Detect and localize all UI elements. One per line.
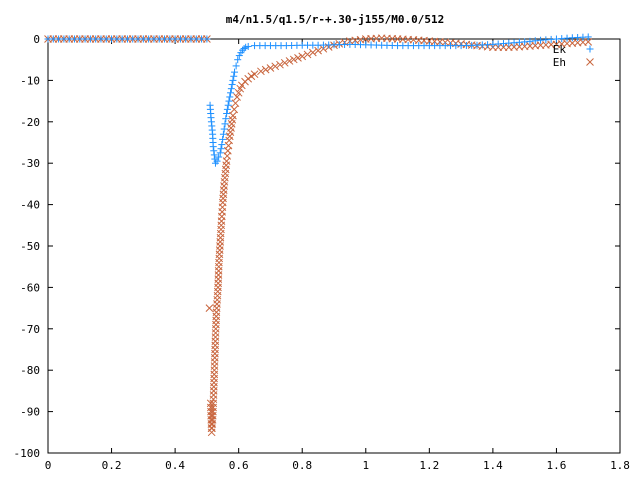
data-point <box>203 35 211 43</box>
data-point <box>219 135 227 143</box>
data-point <box>526 37 534 45</box>
x-tick-label: 0 <box>45 459 52 472</box>
data-point <box>276 60 284 69</box>
y-tick-label: -60 <box>20 281 40 294</box>
data-point <box>230 72 238 80</box>
data-point <box>244 42 252 50</box>
legend-label-eh: Eh <box>553 56 566 69</box>
y-tick-label: 0 <box>33 33 40 46</box>
data-point <box>521 38 529 46</box>
series-layer <box>44 33 593 437</box>
data-point <box>250 70 259 79</box>
y-tick-label: -100 <box>14 447 41 460</box>
data-point <box>261 65 270 74</box>
data-point <box>314 46 322 55</box>
data-point <box>233 93 241 101</box>
y-tick-label: -40 <box>20 199 40 212</box>
data-point <box>213 157 221 165</box>
data-point <box>266 64 275 72</box>
data-point <box>216 149 224 157</box>
x-tick-label: 1 <box>362 459 369 472</box>
x-tick-label: 0.2 <box>102 459 122 472</box>
plot-frame <box>47 38 621 454</box>
data-point <box>209 143 217 151</box>
y-tick-label: -30 <box>20 157 40 170</box>
data-point <box>230 105 239 114</box>
data-point <box>308 48 317 57</box>
data-point <box>210 147 218 155</box>
series-ek <box>44 33 592 167</box>
data-point <box>319 44 328 53</box>
data-point <box>217 145 225 153</box>
data-point <box>229 76 237 84</box>
data-point <box>584 38 593 46</box>
chart-title: m4/n1.5/q1.5/r-+.30-j155/M0.0/512 <box>226 13 445 26</box>
series-eh <box>44 34 593 437</box>
legend-marker-eh <box>586 58 594 66</box>
x-tick-label: 1.8 <box>610 459 630 472</box>
data-point <box>218 141 226 149</box>
data-point <box>220 125 228 133</box>
data-point <box>234 88 243 97</box>
data-point <box>228 81 236 89</box>
data-point <box>231 99 240 108</box>
data-point <box>280 58 289 67</box>
data-point <box>225 97 233 105</box>
legend-label-ek: Ek <box>553 43 567 56</box>
x-tick-label: 1.4 <box>483 459 503 472</box>
data-point <box>222 115 230 123</box>
data-point <box>215 153 223 161</box>
data-point <box>219 130 227 138</box>
data-point <box>240 45 248 53</box>
y-tick-label: -90 <box>20 406 40 419</box>
data-point <box>531 37 539 45</box>
data-point <box>289 55 298 64</box>
data-point <box>271 62 280 71</box>
data-point <box>205 304 214 312</box>
data-point <box>221 120 229 128</box>
y-tick-label: -80 <box>20 364 40 377</box>
data-point <box>223 110 231 118</box>
x-tick-label: 1.2 <box>419 459 439 472</box>
axes: 0 0.2 0.4 0.6 0.8 1 1.2 1.4 1.6 1.8 0 -10 -20 -30 -40 -… <box>14 33 630 472</box>
data-point <box>231 68 239 76</box>
data-point <box>298 52 307 61</box>
data-point <box>227 85 235 93</box>
data-point <box>224 101 232 109</box>
data-point <box>257 67 265 76</box>
data-point <box>584 33 592 41</box>
data-point <box>223 105 231 113</box>
x-tick-label: 0.8 <box>292 459 312 472</box>
x-tick-label: 0.4 <box>165 459 185 472</box>
y-tick-label: -50 <box>20 240 40 253</box>
legend-marker-ek <box>586 45 594 53</box>
data-point <box>238 46 246 54</box>
x-tick-label: 1.6 <box>547 459 567 472</box>
data-point <box>294 54 302 62</box>
data-point <box>285 57 294 65</box>
data-point <box>232 62 240 70</box>
data-point <box>227 89 235 97</box>
y-tick-label: -10 <box>20 74 40 87</box>
data-point <box>235 52 243 60</box>
y-tick-label: -70 <box>20 323 40 336</box>
data-point <box>303 50 312 59</box>
data-point <box>229 111 237 120</box>
x-tick-label: 0.6 <box>229 459 249 472</box>
data-point <box>226 93 234 101</box>
data-point <box>234 56 242 64</box>
data-point <box>210 151 218 159</box>
y-tick-label: -20 <box>20 116 40 129</box>
